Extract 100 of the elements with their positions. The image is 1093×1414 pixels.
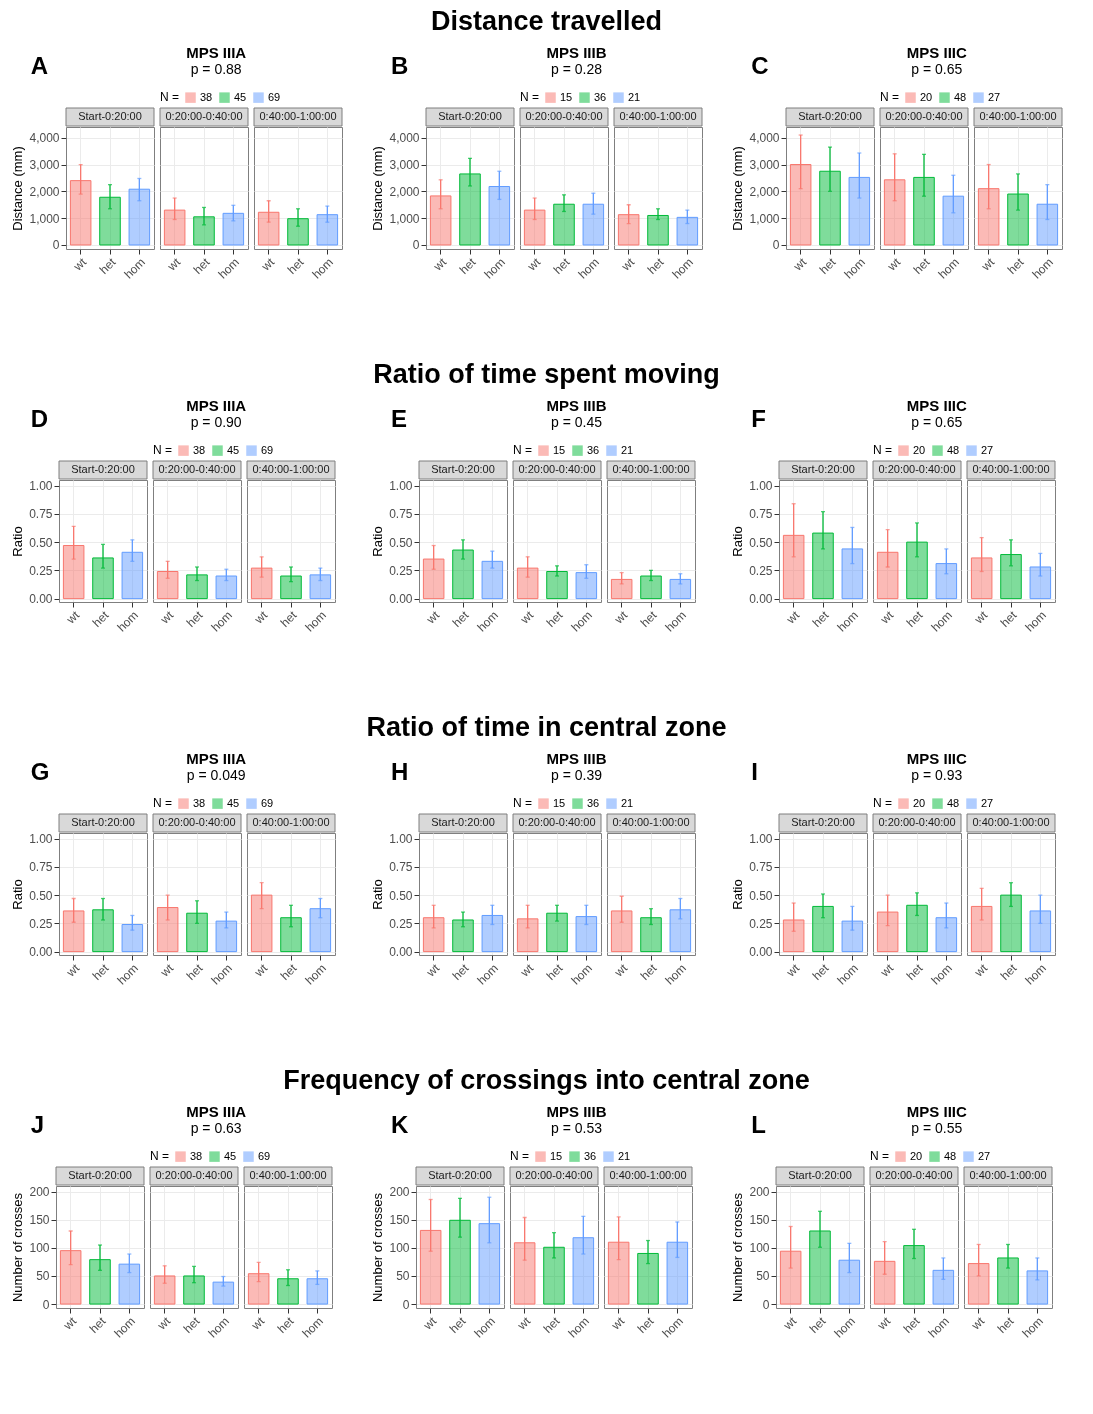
x-tick-label: hom bbox=[302, 961, 329, 988]
text: MPS IIIB bbox=[545, 1103, 608, 1120]
y-tick-label: 1.00 bbox=[389, 832, 413, 847]
y-tick-label: 200 bbox=[29, 1185, 50, 1200]
x-tick-label: hom bbox=[111, 1314, 138, 1341]
y-tick-label: 0.50 bbox=[389, 888, 413, 903]
x-tick-label: hom bbox=[662, 608, 689, 635]
x-tick-label: wt bbox=[877, 960, 897, 981]
legend-label: 38 bbox=[192, 443, 205, 456]
x-tick-label: hom bbox=[834, 961, 862, 988]
y-tick-label: 3,000 bbox=[29, 158, 60, 173]
y-tick-label: 200 bbox=[389, 1185, 410, 1200]
legend-label: 45 bbox=[226, 796, 239, 809]
x-tick-label: hom bbox=[1022, 608, 1050, 635]
x-tick-label: het bbox=[543, 960, 566, 983]
x-tick-label: het bbox=[183, 607, 206, 630]
chart-title: 0:40:00-1:00:00 bbox=[612, 816, 690, 828]
x-tick-label: hom bbox=[208, 608, 235, 635]
chart-title: Start-0:20:00 bbox=[798, 110, 863, 122]
text: Ratio of time spent moving bbox=[372, 358, 721, 391]
x-tick-label: wt bbox=[877, 607, 897, 628]
chart-title: 0:20:00-0:40:00 bbox=[518, 816, 596, 828]
legend-label: 38 bbox=[189, 1149, 202, 1162]
y-tick-label: 50 bbox=[396, 1269, 410, 1284]
y-tick-label: 100 bbox=[389, 1241, 410, 1256]
y-axis-title: Distance (mm) bbox=[370, 146, 386, 231]
x-tick-label: hom bbox=[1029, 255, 1057, 282]
y-tick-label: 2,000 bbox=[749, 184, 781, 199]
chart-title: 0:20:00-0:40:00 bbox=[518, 463, 596, 475]
text: p = 0.39 bbox=[550, 767, 603, 783]
x-tick-label: wt bbox=[884, 254, 904, 275]
chart-title: Start-0:20:00 bbox=[67, 1169, 132, 1181]
x-tick-label: wt bbox=[62, 960, 83, 981]
legend-title: N = bbox=[880, 90, 900, 104]
chart-title: 0:20:00-0:40:00 bbox=[158, 463, 236, 475]
text: MPS IIIB bbox=[545, 397, 608, 414]
chart-title: 0:40:00-1:00:00 bbox=[612, 463, 690, 475]
x-tick-label: hom bbox=[474, 608, 501, 635]
x-tick-label: hom bbox=[575, 255, 602, 282]
x-tick-label: hom bbox=[662, 961, 689, 988]
x-tick-label: hom bbox=[309, 255, 336, 282]
y-tick-label: 0 bbox=[42, 1297, 50, 1312]
x-tick-label: wt bbox=[611, 607, 631, 628]
y-tick-label: 0 bbox=[402, 1297, 410, 1312]
x-tick-label: het bbox=[904, 960, 927, 983]
chart-title: 0:20:00-0:40:00 bbox=[158, 816, 236, 828]
text: p = 0.63 bbox=[189, 1120, 243, 1136]
x-tick-label: het bbox=[901, 1313, 924, 1336]
text: K bbox=[390, 1111, 409, 1139]
text: MPS IIIA bbox=[185, 1103, 248, 1120]
legend-label: 27 bbox=[988, 90, 1001, 103]
text: C bbox=[751, 52, 769, 80]
legend-label: 69 bbox=[260, 443, 273, 456]
x-tick-label: het bbox=[998, 960, 1021, 983]
y-axis-title: Ratio bbox=[9, 879, 25, 910]
text: L bbox=[751, 1111, 766, 1139]
text: MPS IIIA bbox=[185, 750, 248, 767]
x-tick-label: wt bbox=[423, 607, 443, 628]
text: MPS IIIC bbox=[905, 1103, 968, 1120]
x-tick-label: het bbox=[96, 254, 119, 277]
y-tick-label: 50 bbox=[756, 1269, 771, 1284]
x-tick-label: wt bbox=[430, 254, 450, 275]
x-tick-label: wt bbox=[874, 1313, 894, 1334]
chart-title: 0:40:00-1:00:00 bbox=[609, 1169, 687, 1181]
text: p = 0.55 bbox=[910, 1120, 964, 1136]
x-tick-label: het bbox=[183, 960, 206, 983]
x-tick-label: het bbox=[810, 607, 833, 630]
y-tick-label: 4,000 bbox=[389, 131, 420, 146]
legend-label: 48 bbox=[947, 796, 960, 809]
chart-title: Start-0:20:00 bbox=[77, 110, 142, 122]
y-tick-label: 1,000 bbox=[749, 211, 781, 226]
legend-label: 15 bbox=[552, 796, 566, 809]
x-tick-label: hom bbox=[925, 1314, 953, 1341]
legend-title: N = bbox=[512, 796, 532, 810]
y-axis-title: Distance (mm) bbox=[730, 146, 746, 231]
x-tick-label: het bbox=[89, 960, 112, 983]
text: Ratio of time in central zone bbox=[365, 711, 728, 744]
x-tick-label: hom bbox=[474, 961, 501, 988]
x-tick-label: hom bbox=[831, 1314, 859, 1341]
y-tick-label: 0.25 bbox=[28, 916, 53, 931]
legend-label: 45 bbox=[226, 443, 239, 456]
legend-label: 15 bbox=[552, 443, 566, 456]
y-tick-label: 150 bbox=[389, 1213, 410, 1228]
legend-label: 21 bbox=[620, 796, 634, 809]
y-tick-label: 0.25 bbox=[749, 563, 774, 578]
x-tick-label: wt bbox=[420, 1313, 440, 1334]
x-tick-label: wt bbox=[517, 607, 537, 628]
legend-label: 48 bbox=[954, 90, 967, 103]
legend-label: 69 bbox=[260, 796, 273, 809]
chart-title: 0:40:00-1:00:00 bbox=[259, 110, 337, 122]
y-tick-label: 0.75 bbox=[749, 860, 774, 875]
legend-title: N = bbox=[149, 1149, 169, 1163]
x-tick-label: hom bbox=[114, 961, 141, 988]
text: MPS IIIA bbox=[185, 397, 248, 414]
x-tick-label: het bbox=[180, 1313, 203, 1336]
text: MPS IIIC bbox=[905, 397, 968, 414]
chart-title: 0:20:00-0:40:00 bbox=[515, 1169, 593, 1181]
legend-title: N = bbox=[873, 796, 893, 810]
chart-title: Start-0:20:00 bbox=[788, 1169, 853, 1181]
y-tick-label: 1.00 bbox=[28, 832, 53, 847]
